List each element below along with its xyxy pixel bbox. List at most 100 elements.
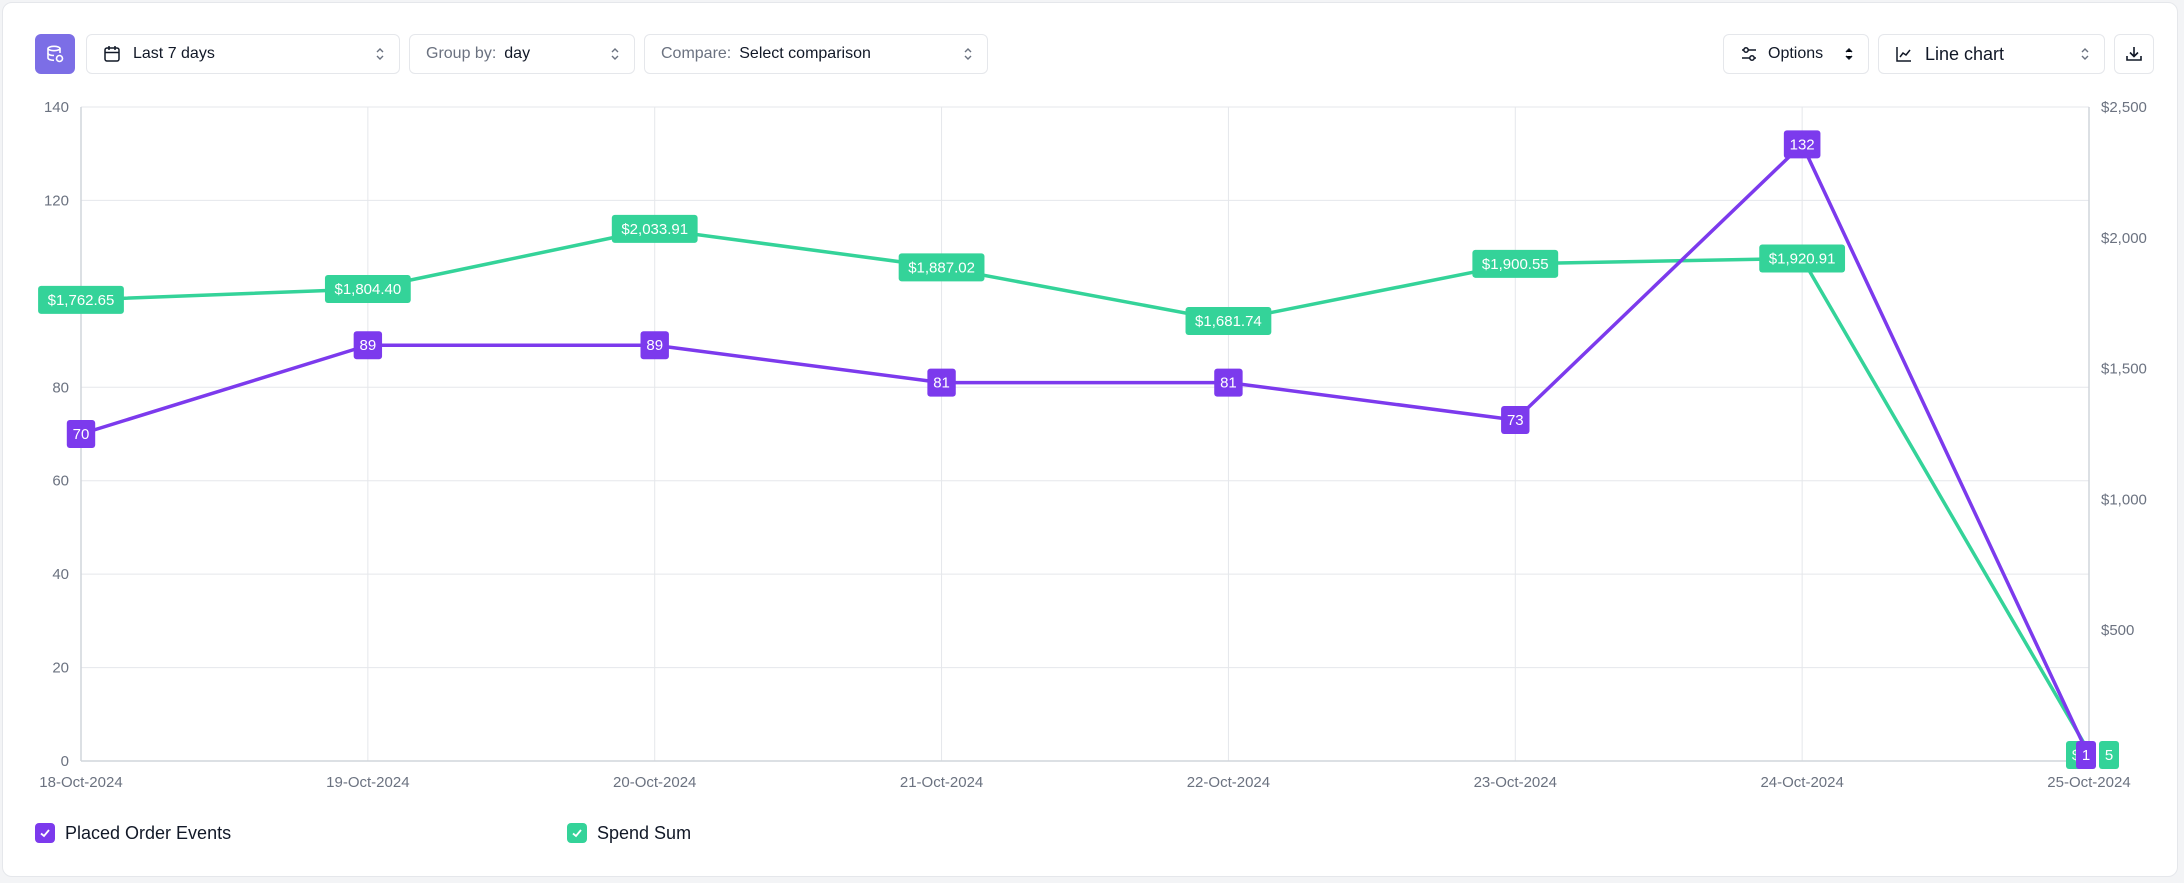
data-label-text: $1,804.40 [334, 281, 401, 298]
data-label-box [898, 253, 985, 282]
compare-value: Select comparison [739, 45, 871, 62]
data-label-placed-order: 132 [1783, 130, 1821, 159]
data-label-box [927, 368, 956, 397]
y-left-tick-label: 80 [52, 379, 69, 396]
chevron-up-down-icon [1845, 48, 1853, 60]
data-label-spend-sum: $1,887.02 [898, 253, 985, 282]
data-label-text: $1,900.55 [1482, 256, 1549, 273]
data-label-spend-sum: $2,033.91 [611, 214, 698, 243]
compare-label: Compare: [661, 45, 732, 62]
legend-label: Spend Sum [597, 822, 692, 843]
y-left-tick-label: 140 [44, 99, 69, 116]
data-label-text: 70 [73, 426, 90, 443]
group-by-label: Group by: [426, 45, 497, 62]
data-label-placed-order: 81 [927, 368, 956, 397]
chevron-up-down-icon [376, 48, 384, 60]
legend-label: Placed Order Events [65, 822, 232, 843]
data-label-text: 89 [646, 337, 663, 354]
date-range-value: Last 7 days [133, 45, 215, 62]
data-label-box [1783, 130, 1821, 159]
data-source-button[interactable] [35, 34, 75, 74]
data-label-spend-sum: $1,804.40 [324, 274, 411, 303]
x-tick-label: 19-Oct-2024 [326, 774, 409, 791]
data-label-spend-sum: $1,762.65 [38, 285, 124, 314]
data-label-spend-sum: $1,920.91 [1759, 244, 1846, 273]
data-label-box [38, 285, 124, 314]
series-line-spend-sum [80, 227, 2091, 753]
chart-type-select[interactable]: Line chart [1878, 34, 2105, 74]
data-label-placed-order: 89 [640, 331, 669, 360]
data-label-box [324, 274, 411, 303]
chevron-up-down-icon [2081, 48, 2089, 60]
series-line-placed-order [80, 142, 2091, 758]
x-tick-label: 21-Oct-2024 [900, 774, 983, 791]
y-left-tick-label: 0 [61, 753, 69, 770]
line-chart-icon [1896, 47, 1911, 62]
data-label-text: 81 [933, 375, 950, 392]
data-label-box [1472, 249, 1559, 278]
x-tick-label: 25-Oct-2024 [2047, 774, 2130, 791]
data-label-spend-sum: $1,681.74 [1185, 307, 1272, 336]
date-range-select[interactable]: Last 7 days [86, 34, 400, 74]
checkbox-icon [567, 823, 587, 843]
chevron-up-down-icon [611, 48, 619, 60]
y-right-tick-label: $1,500 [2101, 361, 2147, 378]
data-label-box [2076, 741, 2096, 769]
options-label: Options [1768, 45, 1824, 62]
data-label-box [1185, 307, 1272, 336]
chevron-up-down-icon [964, 48, 972, 60]
y-left-tick-label: 120 [44, 192, 69, 209]
chart-type-value: Line chart [1925, 43, 2005, 64]
calendar-icon [104, 46, 120, 62]
data-label-text: $1,920.91 [1769, 250, 1836, 267]
legend-item-spend-sum[interactable]: Spend Sum [567, 820, 691, 846]
checkbox-icon [35, 823, 55, 843]
data-label-box [1501, 405, 1530, 434]
data-label-box [640, 331, 669, 360]
toolbar: Last 7 days Group by: day Compare: Selec… [3, 3, 2177, 103]
database-icon [47, 45, 64, 63]
x-tick-label: 18-Oct-2024 [39, 774, 122, 791]
x-tick-label: 20-Oct-2024 [613, 774, 696, 791]
data-label-text: $1,887.02 [908, 259, 975, 276]
y-left-tick-label: 20 [52, 660, 69, 677]
sliders-icon [1742, 47, 1756, 61]
data-label-text: 73 [1507, 412, 1524, 429]
download-icon [2126, 47, 2142, 61]
x-tick-label: 23-Oct-2024 [1474, 774, 1557, 791]
data-label-text: $1,681.74 [1195, 313, 1262, 330]
data-label-box [611, 214, 698, 243]
data-label-box [66, 420, 96, 448]
data-label-spend-sum: $1,900.55 [1472, 249, 1559, 278]
download-button[interactable] [2114, 34, 2154, 74]
y-right-tick-label: $2,000 [2101, 230, 2147, 247]
data-label-placed-order: 89 [353, 331, 383, 360]
data-label-placed-order: 1 [2076, 741, 2096, 769]
data-label-text: 132 [1790, 136, 1815, 153]
group-by-select[interactable]: Group by: day [409, 34, 635, 74]
y-right-tick-label: $1,000 [2101, 491, 2147, 508]
data-label-placed-order: 81 [1214, 368, 1243, 397]
y-right-tick-label: $2,500 [2101, 99, 2147, 116]
y-left-tick-label: 40 [52, 566, 69, 583]
data-label-box [2099, 741, 2119, 769]
data-label-text: $1,762.65 [48, 292, 115, 309]
x-tick-label: 22-Oct-2024 [1187, 774, 1270, 791]
data-label-text: 1 [2082, 747, 2090, 764]
data-label-text: 5 [2105, 747, 2113, 764]
line-chart: 0 20 40 60 80 120 140 $500 $1,000 $1,500 $2,000 $2,… [38, 99, 2147, 791]
group-by-value: day [504, 45, 531, 62]
y-left-tick-label: 60 [52, 473, 69, 490]
compare-select[interactable]: Compare: Select comparison [644, 34, 988, 74]
data-label-box [1214, 368, 1243, 397]
data-label-text: 81 [1220, 375, 1237, 392]
data-label-box [353, 331, 383, 360]
x-tick-label: 24-Oct-2024 [1760, 774, 1843, 791]
legend-item-placed-order-events[interactable]: Placed Order Events [35, 820, 231, 846]
data-label-placed-order: 73 [1501, 405, 1530, 434]
data-label-text: 89 [360, 337, 377, 354]
options-button[interactable]: Options [1723, 34, 1869, 74]
data-label-placed-order: 70 [66, 420, 96, 448]
data-label-text: $2,033.91 [621, 221, 688, 238]
